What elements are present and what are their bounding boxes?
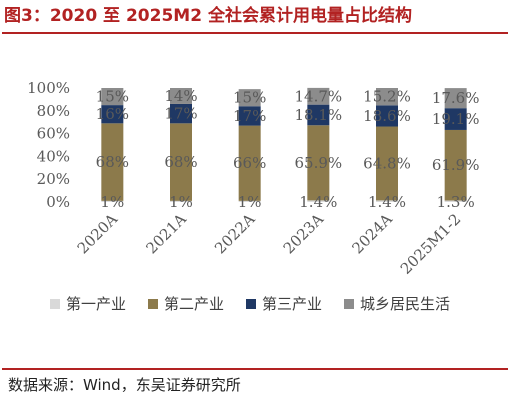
legend-swatch [344,299,354,309]
data-label: 15% [96,88,129,106]
data-label: 1.3% [437,193,475,211]
source-rule [2,368,508,370]
x-tick-label: 2025M1-2 [397,210,465,278]
bar-segment [444,200,467,202]
data-label: 68% [96,153,129,171]
data-label: 65.9% [295,154,343,172]
legend-swatch [148,299,158,309]
bar-segment [307,125,330,201]
y-tick-label: 20% [37,170,70,188]
bar-segment [238,200,261,202]
bar-segment [444,108,467,130]
data-label: 68% [164,153,197,171]
bar-segment [307,104,330,126]
data-label: 19.1% [432,110,480,128]
bar-segment [170,103,192,124]
legend-swatch [50,299,60,309]
data-label: 17% [233,107,266,125]
bar-segment [376,200,398,202]
bar-segment [307,87,330,105]
x-tick-label: 2024A [348,210,395,257]
bar-segment [170,123,192,201]
data-label: 17.6% [432,89,480,107]
legend-swatch [246,299,256,309]
bar-segment [101,123,124,201]
title-rule [2,32,508,34]
figure-title: 图3：2020 至 2025M2 全社会累计用电量占比结构 [4,6,412,26]
data-label: 1% [100,193,124,211]
bar-segment [444,129,467,201]
x-tick-label: 2020A [74,210,121,257]
data-label: 16% [96,105,129,123]
data-label: 1% [169,193,193,211]
legend-label: 第二产业 [164,295,224,313]
bar-segment [238,125,261,201]
data-label: 1.4% [299,193,337,211]
bar-segment [376,88,398,106]
data-label: 18.6% [363,107,411,125]
y-tick-label: 0% [46,193,70,211]
y-tick-label: 60% [37,125,70,143]
x-tick-label: 2022A [211,210,258,257]
bar-segment [238,89,261,107]
bar-segment [238,106,261,126]
data-label: 14.7% [295,87,343,105]
x-tick-label: 2023A [280,210,327,257]
data-label: 1% [238,193,262,211]
bar-segment [444,88,467,109]
data-label: 17% [164,105,197,123]
legend-label: 第三产业 [262,295,322,313]
legend-label: 第一产业 [66,295,126,313]
source-note: 数据来源：Wind，东吴证券研究所 [8,376,241,394]
bar-segment [101,105,124,124]
bar-segment [101,88,124,106]
data-label: 66% [233,154,266,172]
data-label: 1.4% [368,193,406,211]
legend-label: 城乡居民生活 [360,295,450,313]
bar-segment [101,200,124,202]
data-label: 64.8% [363,154,411,172]
x-tick-label: 2021A [142,210,189,257]
y-tick-label: 100% [27,79,70,97]
data-label: 15.2% [363,88,411,106]
stacked-bar-chart: 0%20%40%60%80%100%1%68%16%15%2020A1%68%1… [27,79,480,313]
data-label: 15% [233,89,266,107]
y-tick-label: 40% [37,147,70,165]
bar-segment [170,200,192,202]
bar-segment [376,126,398,201]
y-tick-label: 80% [37,102,70,120]
data-label: 61.9% [432,156,480,174]
bar-segment [170,88,192,104]
bar-segment [376,105,398,127]
data-label: 18.1% [295,106,343,124]
data-label: 14% [164,87,197,105]
bar-segment [307,200,330,202]
